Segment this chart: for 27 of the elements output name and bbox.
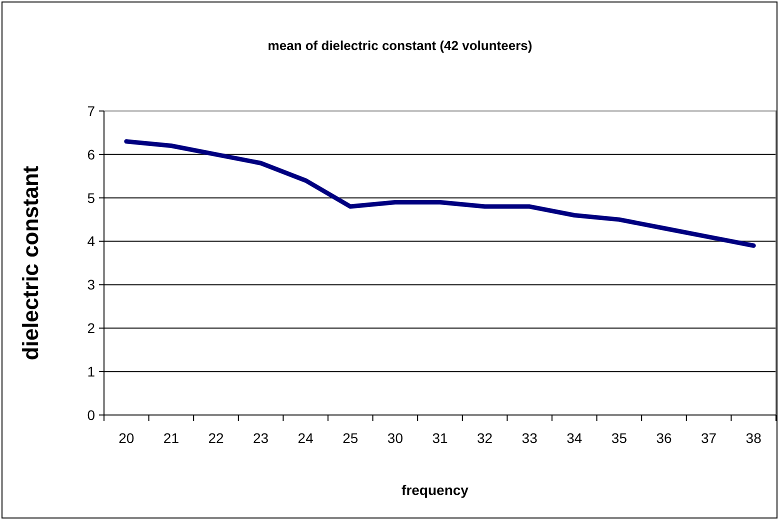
x-tick-label: 23 — [253, 430, 269, 446]
y-tick-label: 4 — [87, 233, 96, 250]
y-tick-label: 6 — [87, 146, 96, 162]
chart-title: mean of dielectric constant (42 volunteers) — [268, 38, 532, 53]
y-tick-label: 5 — [87, 190, 96, 206]
x-tick-label: 37 — [701, 430, 717, 446]
y-tick-label: 0 — [87, 406, 96, 423]
y-tick-label: 7 — [87, 102, 96, 119]
line-series — [124, 139, 756, 248]
x-tick-label: 21 — [163, 430, 180, 446]
x-tick-label: 32 — [477, 430, 493, 446]
x-tick-label: 33 — [522, 430, 538, 446]
y-tick-label: 1 — [87, 363, 96, 380]
y-tick-label: 2 — [87, 320, 96, 336]
x-tick-label: 22 — [208, 430, 224, 446]
x-tick-label: 31 — [432, 430, 448, 446]
x-tick-label: 25 — [342, 430, 358, 446]
y-axis-title: dielectric constant — [18, 165, 43, 360]
x-tick-label: 35 — [611, 430, 628, 446]
y-tick-label: 3 — [87, 276, 96, 293]
x-tick-label: 38 — [746, 430, 762, 446]
x-axis-title: frequency — [402, 482, 469, 498]
x-tick-label: 24 — [298, 430, 314, 446]
x-tick-label: 36 — [656, 430, 672, 446]
x-tick-label: 20 — [118, 430, 134, 446]
x-tick-label: 30 — [387, 430, 404, 446]
x-tick-label: 34 — [566, 430, 582, 446]
